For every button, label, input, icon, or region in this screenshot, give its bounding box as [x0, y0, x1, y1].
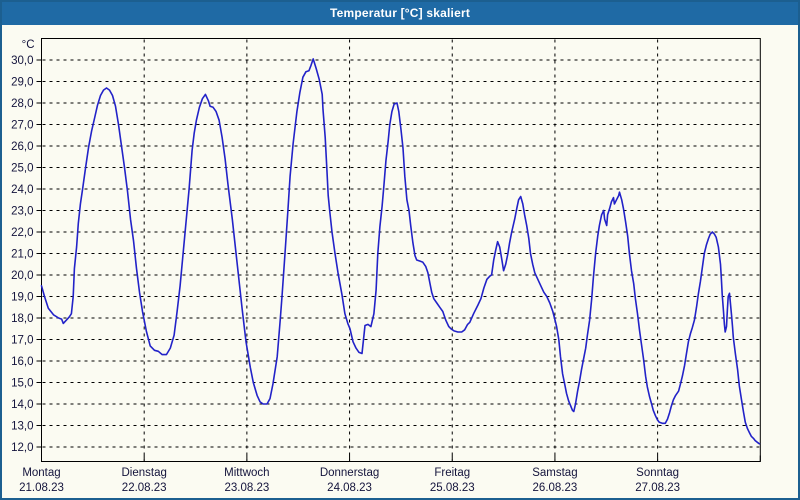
y-tick-label: 12,0: [11, 442, 33, 454]
day-name-label: Mittwoch: [224, 467, 269, 479]
chart-title: Temperatur [°C] skaliert: [329, 6, 471, 20]
temperature-curve: [40, 58, 761, 445]
day-date-label: 22.08.23: [122, 482, 167, 494]
y-tick-label: 16,0: [11, 356, 33, 368]
y-tick-label: 23,0: [11, 206, 33, 218]
day-date-label: 27.08.23: [635, 482, 680, 494]
day-name-label: Sonntag: [636, 467, 679, 479]
y-tick-label: 28,0: [11, 98, 33, 110]
day-date-label: 24.08.23: [327, 482, 372, 494]
y-tick-label: 24,0: [11, 184, 33, 196]
day-name-label: Samstag: [532, 467, 577, 479]
chart-titlebar: Temperatur [°C] skaliert: [2, 2, 798, 25]
y-tick-label: 30,0: [11, 55, 33, 67]
y-tick-label: 15,0: [11, 378, 33, 390]
y-tick-label: 27,0: [11, 120, 33, 132]
y-tick-label: 25,0: [11, 163, 33, 175]
day-name-label: Dienstag: [121, 467, 166, 479]
y-tick-label: 29,0: [11, 77, 33, 89]
day-date-label: 25.08.23: [430, 482, 475, 494]
day-name-label: Montag: [22, 467, 60, 479]
day-date-label: 26.08.23: [533, 482, 578, 494]
y-axis-unit-label: °C: [22, 39, 35, 51]
y-tick-label: 26,0: [11, 141, 33, 153]
y-tick-label: 19,0: [11, 292, 33, 304]
day-name-label: Freitag: [434, 467, 470, 479]
plot-border: [41, 38, 761, 462]
y-tick-label: 21,0: [11, 249, 33, 261]
y-tick-label: 22,0: [11, 227, 33, 239]
axis-labels: 30,0 29,0 28,0 27,0 26,0 25,0 24,0 23,0 22,0 21,0…: [11, 39, 680, 494]
day-date-label: 23.08.23: [224, 482, 269, 494]
day-name-label: Donnerstag: [320, 467, 379, 479]
y-tick-label: 14,0: [11, 399, 33, 411]
day-date-label: 21.08.23: [19, 482, 64, 494]
y-tick-label: 17,0: [11, 335, 33, 347]
y-tick-label: 20,0: [11, 270, 33, 282]
y-tick-label: 18,0: [11, 313, 33, 325]
axis-ticks: [36, 59, 761, 462]
y-tick-label: 13,0: [11, 421, 33, 433]
gridlines: [42, 39, 760, 461]
